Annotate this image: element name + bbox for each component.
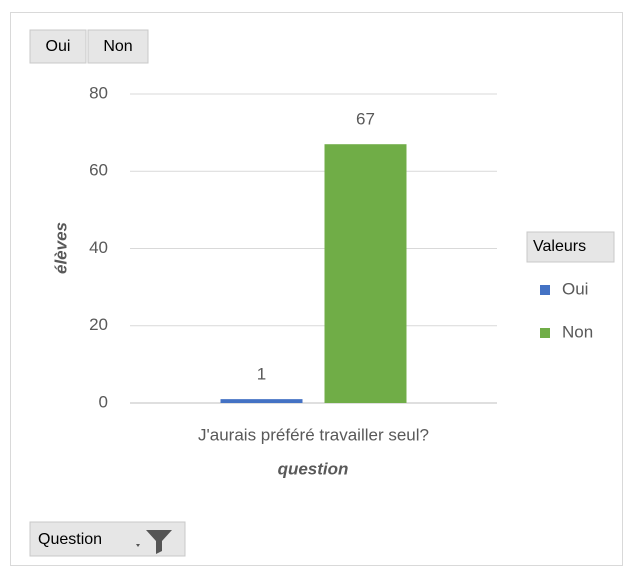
field-button[interactable] — [87, 29, 149, 64]
bar — [324, 144, 407, 403]
x-tick-label: J'aurais préféré travailler seul? — [198, 425, 429, 444]
field-button-label[interactable]: Oui — [46, 38, 71, 55]
chart-border — [10, 12, 623, 566]
legend-label: Oui — [562, 279, 588, 298]
legend-title-box[interactable] — [526, 231, 615, 263]
field-button-label[interactable]: Non — [103, 38, 132, 55]
filter-icon[interactable] — [136, 530, 172, 554]
y-tick-label: 20 — [89, 315, 108, 334]
field-button[interactable] — [29, 29, 87, 64]
y-axis-label: élèves — [51, 222, 70, 274]
y-tick-label: 40 — [89, 238, 108, 257]
legend-swatch — [540, 285, 550, 295]
y-tick-label: 60 — [89, 161, 108, 180]
y-tick-label: 80 — [89, 83, 108, 102]
filter-button-label[interactable]: Question — [38, 531, 102, 548]
bar — [220, 399, 303, 403]
y-tick-label: 0 — [99, 392, 108, 411]
data-label: 67 — [356, 110, 375, 129]
x-axis-label: question — [278, 459, 349, 478]
data-label: 1 — [257, 365, 266, 384]
legend-title[interactable]: Valeurs — [533, 238, 586, 255]
legend-swatch — [540, 328, 550, 338]
legend-label: Non — [562, 322, 593, 341]
